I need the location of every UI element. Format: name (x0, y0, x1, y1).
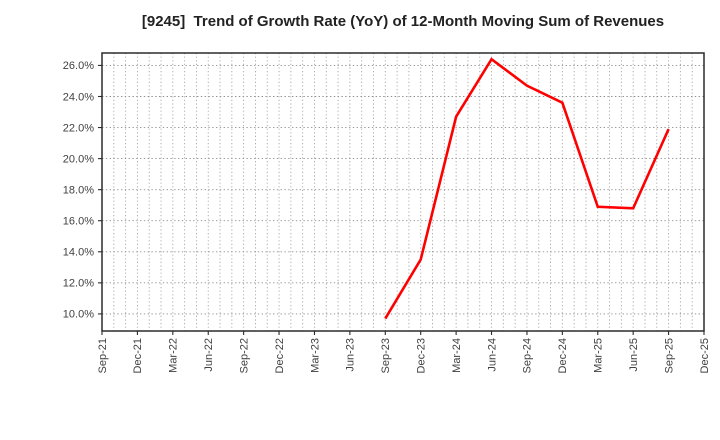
svg-text:10.0%: 10.0% (63, 309, 94, 321)
x-axis-tick-labels: Sep-21 Dec-21 Mar-22 Jun-22 Sep-22 Dec-22 Mar-… (97, 338, 711, 373)
svg-text:Jun-23: Jun-23 (345, 338, 357, 372)
svg-text:Sep-23: Sep-23 (380, 338, 392, 373)
svg-text:Mar-25: Mar-25 (593, 338, 605, 373)
svg-text:14.0%: 14.0% (63, 247, 94, 259)
chart-title: [9245] Trend of Growth Rate (YoY) of 12-… (141, 13, 665, 30)
plot-border (101, 52, 705, 332)
svg-text:12.0%: 12.0% (63, 278, 94, 290)
svg-text:Dec-21: Dec-21 (132, 338, 144, 373)
svg-text:Dec-23: Dec-23 (416, 338, 428, 373)
svg-text:Dec-22: Dec-22 (274, 338, 286, 373)
y-axis-tick-labels: 26.0% 24.0% 22.0% 20.0% 18.0% 16.0% 14.0% 12.0%… (63, 60, 94, 321)
svg-text:Sep-22: Sep-22 (238, 338, 250, 373)
svg-text:Sep-25: Sep-25 (663, 338, 675, 373)
series-growth-rate-line (384, 57, 670, 320)
svg-text:22.0%: 22.0% (63, 122, 94, 134)
svg-text:24.0%: 24.0% (63, 91, 94, 103)
svg-text:Sep-21: Sep-21 (97, 338, 109, 373)
svg-text:18.0%: 18.0% (63, 184, 94, 196)
svg-text:Jun-24: Jun-24 (486, 338, 498, 372)
svg-text:Mar-22: Mar-22 (168, 338, 180, 373)
svg-text:Mar-23: Mar-23 (309, 338, 321, 373)
svg-text:Jun-25: Jun-25 (628, 338, 640, 372)
horizontal-gridlines (102, 64, 704, 315)
y-axis-ticks (98, 64, 102, 315)
svg-text:Sep-24: Sep-24 (522, 338, 534, 373)
svg-text:20.0%: 20.0% (63, 153, 94, 165)
svg-text:Jun-22: Jun-22 (203, 338, 215, 372)
svg-text:Mar-24: Mar-24 (451, 338, 463, 373)
x-axis-ticks (101, 331, 705, 335)
svg-text:16.0%: 16.0% (63, 216, 94, 228)
svg-text:26.0%: 26.0% (63, 60, 94, 72)
svg-text:Dec-25: Dec-25 (699, 338, 711, 373)
svg-text:Dec-24: Dec-24 (557, 338, 569, 373)
